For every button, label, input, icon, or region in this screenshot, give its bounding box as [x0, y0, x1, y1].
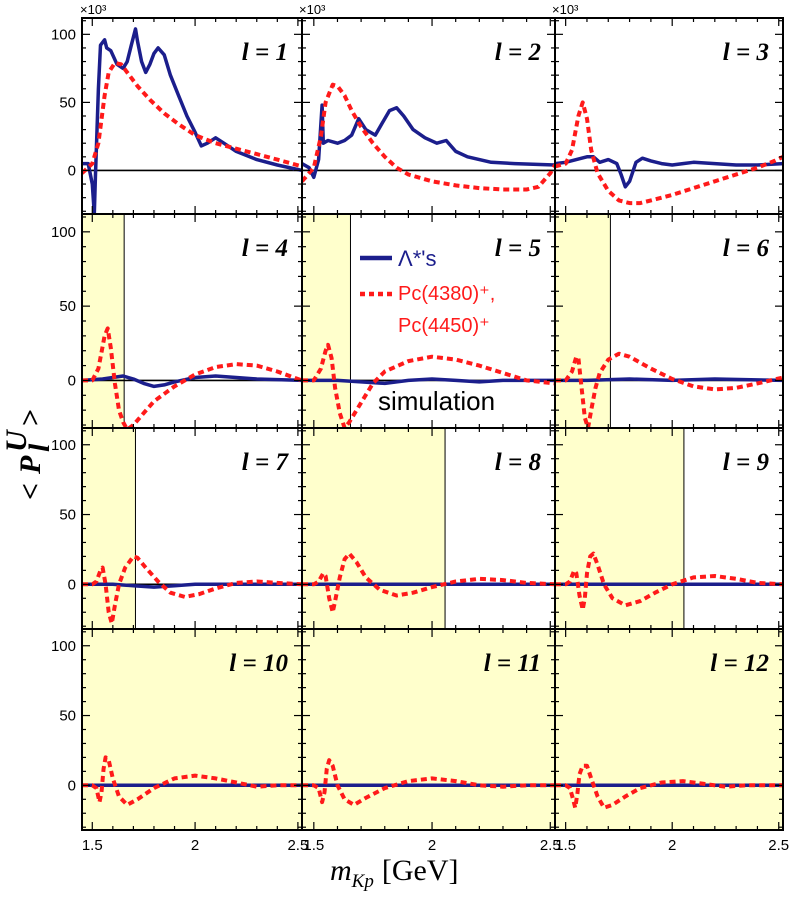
y-tick-label: 0 [68, 777, 76, 794]
y-axis-open-bracket: < [14, 483, 47, 500]
panel-5-pc-curve [302, 342, 555, 428]
panel-11: l = 11 1.5 2 2.5 [301, 628, 561, 854]
panel-3: l = 3 [554, 17, 784, 215]
panel-8: l = 8 [301, 427, 556, 630]
panel-7-pc-curve [82, 554, 302, 626]
panel-11-pc-curve [302, 758, 555, 807]
panel-1-pc-curve [82, 60, 302, 175]
x-tick-label: 2 [428, 837, 436, 854]
x-tick-label: 1.5 [555, 837, 576, 854]
legend: Λ*'s Pc(4380)⁺, Pc(4450)⁺ simulation [360, 246, 495, 416]
x-tick-label: 1.5 [303, 837, 324, 854]
panel-6: l = 6 [554, 213, 784, 429]
x-axis-title: mKp [GeV] [330, 854, 459, 892]
y-axis-subscript: l [23, 443, 56, 452]
panel-8-pc-curve [302, 551, 555, 615]
x-tick-label: 2 [191, 837, 199, 854]
panel-10-label: l = 10 [229, 650, 288, 677]
x-axis-subscript: Kp [351, 871, 374, 892]
panel-10: l = 10 0 50 100 1.5 2 2.5 [51, 628, 308, 854]
panel-12: l = 12 1.5 2 2.5 [554, 628, 789, 854]
panel-6-label: l = 6 [723, 235, 770, 262]
panel-12-pc-curve [555, 763, 783, 810]
y-tick-label: 100 [51, 26, 76, 43]
y-axis-close-bracket: > [14, 409, 47, 426]
panel-4-plot-area [82, 214, 302, 428]
x-tick-label: 2.5 [287, 837, 308, 854]
y-axis-symbol: P [14, 455, 47, 475]
panel-9-shaded-region [555, 428, 684, 629]
y-tick-label: 100 [51, 224, 76, 241]
panel-5-plot-area [302, 214, 555, 428]
panel-7: l = 7 0 50 100 [51, 427, 303, 630]
panel-11-label: l = 11 [484, 650, 541, 677]
y-tick-label: 100 [51, 638, 76, 655]
panel-8-shaded-region [302, 428, 446, 629]
panel-4-shaded-region [82, 214, 125, 428]
panel-12-shaded-region [555, 629, 783, 830]
panel-12-plot-area [555, 629, 783, 830]
panel-7-shaded-region [82, 428, 136, 629]
panel-5-label: l = 5 [495, 235, 541, 262]
panel-4: l = 4 0 50 100 [51, 213, 303, 429]
panel-6-pc-curve [555, 351, 783, 428]
y-axis-superscript: U [0, 429, 33, 452]
x-tick-label: 2.5 [768, 837, 789, 854]
panel-3-plot-area [555, 100, 783, 206]
panel-9-plot-area [555, 428, 783, 629]
y-axis-title: < P U l > [0, 409, 56, 500]
panel-2-pc-curve [302, 82, 555, 192]
panel-4-label: l = 4 [242, 235, 288, 262]
panel-7-label: l = 7 [242, 449, 290, 476]
y-tick-label: 50 [59, 708, 76, 725]
panel-3-pc-curve [555, 100, 783, 206]
y-tick-label: 0 [68, 576, 76, 593]
simulation-note: simulation [378, 386, 495, 416]
panel-12-label: l = 12 [710, 650, 769, 677]
exponent-label-col2: ×10³ [299, 2, 326, 17]
y-tick-label: 50 [59, 94, 76, 111]
panel-10-shaded-region [82, 629, 302, 830]
legend-lambda-label: Λ*'s [398, 246, 436, 271]
panel-4-pc-curve [82, 326, 302, 428]
panel-9-pc-curve [555, 551, 783, 612]
x-axis-unit: [GeV] [382, 854, 459, 887]
panel-10-plot-area [82, 629, 302, 830]
panel-2-lambda-curve [302, 103, 555, 180]
panel-1: l = 1 0 50 100 [51, 17, 303, 215]
legend-pc-label-1: Pc(4380)⁺, [398, 283, 495, 305]
panel-5-lambda-curve [302, 377, 555, 386]
x-axis-symbol: m [330, 854, 352, 887]
y-tick-label: 0 [68, 162, 76, 179]
panel-9-label: l = 9 [723, 449, 770, 476]
x-tick-label: 1.5 [82, 837, 103, 854]
panel-3-label: l = 3 [723, 39, 769, 66]
y-tick-label: 100 [51, 437, 76, 454]
exponent-label-col3: ×10³ [552, 2, 579, 17]
panel-1-plot-area [82, 27, 302, 214]
y-tick-label: 50 [59, 298, 76, 315]
exponent-label-col1: ×10³ [80, 2, 107, 17]
panel-9: l = 9 [554, 427, 784, 630]
panel-10-pc-curve [82, 755, 302, 807]
y-tick-label: 50 [59, 507, 76, 524]
panel-8-plot-area [302, 428, 555, 629]
legend-pc-label-2: Pc(4450)⁺ [398, 315, 490, 337]
panel-7-plot-area [82, 428, 302, 629]
x-tick-label: 2.5 [540, 837, 561, 854]
panel-1-label: l = 1 [242, 39, 288, 66]
panel-5-shaded-region [302, 214, 351, 428]
panel-2-label: l = 2 [495, 39, 541, 66]
panel-3-lambda-curve [555, 155, 783, 189]
y-tick-label: 0 [68, 372, 76, 389]
x-tick-label: 2 [668, 837, 676, 854]
panel-6-plot-area [555, 214, 783, 428]
panel-11-plot-area [302, 629, 555, 830]
panel-6-shaded-region [555, 214, 611, 428]
panel-2: l = 2 [301, 17, 556, 215]
panel-2-plot-area [302, 82, 555, 192]
panel-8-label: l = 8 [495, 449, 542, 476]
